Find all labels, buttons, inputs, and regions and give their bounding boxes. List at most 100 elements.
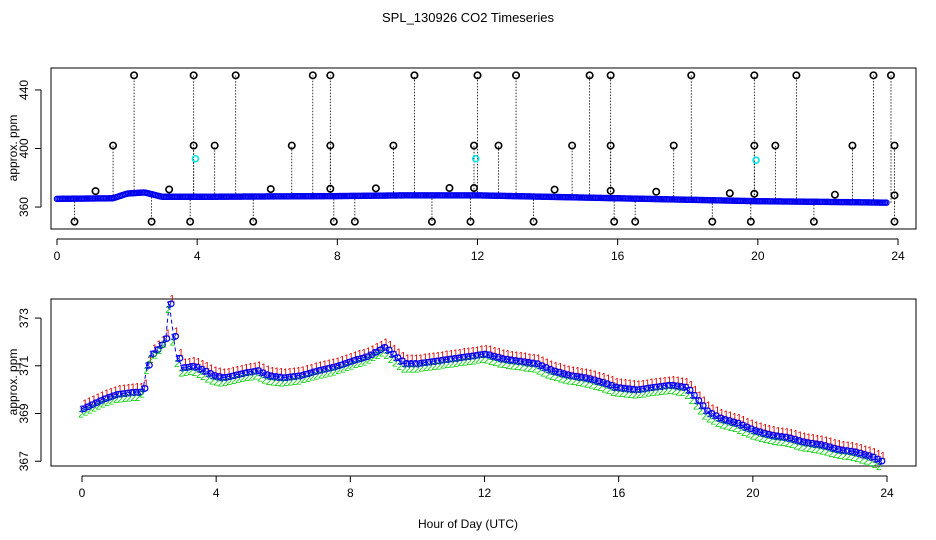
series-marker-2: 2 — [170, 337, 176, 348]
series-marker-3: 3 — [114, 390, 120, 401]
series-marker-1: 1 — [697, 390, 703, 401]
data-point — [276, 373, 284, 381]
series-marker-1: 1 — [422, 353, 428, 364]
x-tick-label: 4 — [213, 486, 220, 500]
data-point — [568, 372, 576, 380]
data-point — [425, 358, 432, 366]
data-point — [582, 374, 589, 381]
flag-point — [631, 217, 640, 226]
data-point — [394, 354, 402, 362]
series-marker-1: 1 — [100, 390, 106, 401]
series-marker-1: 1 — [187, 357, 193, 368]
series-marker-3: 3 — [424, 358, 430, 369]
series-marker-3: 3 — [742, 423, 748, 434]
series-marker-3: 3 — [855, 449, 861, 460]
series-marker-1: 1 — [135, 382, 141, 393]
flag-point — [231, 71, 240, 80]
series-marker-3: 3 — [271, 372, 277, 383]
data-point — [337, 361, 345, 369]
data-point — [638, 385, 646, 393]
series-marker-2: 2 — [667, 386, 673, 397]
series-marker-2: 2 — [737, 426, 743, 437]
series-marker-1: 1 — [431, 352, 437, 363]
series-marker-3: 3 — [781, 433, 787, 444]
data-point — [529, 359, 537, 367]
series-marker-1: 1 — [248, 362, 254, 373]
flag-point-small — [469, 184, 478, 193]
series-marker-1: 1 — [113, 386, 119, 397]
series-marker-2: 2 — [349, 361, 355, 372]
series-marker-3: 3 — [485, 351, 491, 362]
series-marker-1: 1 — [706, 401, 712, 412]
series-marker-1: 1 — [758, 422, 764, 433]
series-marker-1: 1 — [82, 399, 88, 410]
series-marker-2: 2 — [83, 408, 89, 419]
series-marker-2: 2 — [462, 358, 468, 369]
series-marker-1: 1 — [871, 447, 877, 458]
data-point — [608, 381, 616, 389]
series-marker-2: 2 — [187, 367, 193, 378]
series-marker-1: 1 — [536, 354, 542, 365]
flag-point — [606, 141, 615, 150]
data-point — [808, 439, 816, 447]
data-point — [699, 402, 707, 409]
series-marker-1: 1 — [780, 426, 786, 437]
series-marker-1: 1 — [649, 378, 655, 389]
series-marker-3: 3 — [838, 446, 844, 457]
data-point — [459, 353, 467, 361]
data-point — [791, 435, 799, 443]
series-marker-1: 1 — [754, 420, 760, 431]
series-marker-2: 2 — [104, 398, 110, 409]
series-marker-1: 1 — [366, 347, 372, 358]
data-point — [102, 395, 110, 403]
data-point — [691, 391, 698, 399]
series-marker-1: 1 — [374, 342, 380, 353]
series-marker-1: 1 — [619, 378, 625, 389]
series-marker-3: 3 — [690, 391, 696, 402]
series-marker-1: 1 — [623, 378, 629, 389]
data-point — [150, 350, 158, 358]
series-marker-3: 3 — [646, 384, 652, 395]
series-marker-2: 2 — [593, 382, 599, 393]
series-marker-2: 2 — [174, 359, 180, 370]
series-marker-1: 1 — [701, 396, 707, 407]
data-point — [220, 374, 227, 381]
series-marker-2: 2 — [854, 454, 860, 465]
series-marker-1: 1 — [627, 379, 633, 390]
series-marker-1: 1 — [632, 379, 638, 390]
series-marker-3: 3 — [799, 438, 805, 449]
data-point — [778, 433, 786, 440]
series-marker-2: 2 — [506, 361, 512, 372]
series-marker-2: 2 — [492, 358, 498, 369]
data-point — [285, 373, 293, 381]
series-marker-2: 2 — [767, 436, 773, 447]
series-marker-3: 3 — [572, 372, 578, 383]
alt-point — [471, 154, 480, 163]
series-marker-3: 3 — [568, 372, 574, 383]
data-point — [468, 352, 476, 360]
series-marker-3: 3 — [829, 444, 835, 455]
series-marker-3: 3 — [206, 369, 212, 380]
series-marker-1: 1 — [810, 433, 816, 444]
series-marker-2: 2 — [270, 377, 276, 388]
series-marker-1: 1 — [427, 352, 433, 363]
series-marker-2: 2 — [750, 431, 756, 442]
data-point — [442, 356, 450, 364]
flag-point — [750, 71, 759, 80]
x-axis-title: Hour of Day (UTC) — [418, 517, 518, 531]
series-marker-2: 2 — [545, 370, 551, 381]
series-marker-1: 1 — [418, 353, 424, 364]
series-marker-3: 3 — [528, 359, 534, 370]
series-marker-2: 2 — [379, 348, 385, 359]
flag-point — [746, 217, 755, 226]
series-marker-3: 3 — [310, 368, 316, 379]
series-marker-1: 1 — [723, 409, 729, 420]
series-marker-1: 1 — [845, 440, 851, 451]
series-marker-3: 3 — [659, 382, 665, 393]
series-marker-1: 1 — [457, 348, 463, 359]
series-marker-2: 2 — [113, 395, 119, 406]
data-point — [302, 370, 310, 378]
series-marker-1: 1 — [588, 368, 594, 379]
series-marker-3: 3 — [289, 373, 295, 384]
series-marker-1: 1 — [819, 434, 825, 445]
